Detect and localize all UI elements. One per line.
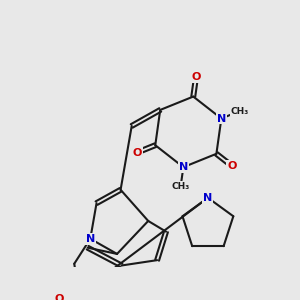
Text: O: O [54, 294, 64, 300]
Text: O: O [191, 72, 201, 82]
Text: N: N [179, 162, 188, 172]
Text: O: O [132, 148, 142, 158]
Text: O: O [227, 161, 236, 171]
Text: N: N [86, 234, 95, 244]
Text: CH₃: CH₃ [172, 182, 190, 191]
Text: N: N [203, 193, 212, 203]
Text: CH₃: CH₃ [230, 107, 249, 116]
Text: N: N [217, 113, 226, 124]
